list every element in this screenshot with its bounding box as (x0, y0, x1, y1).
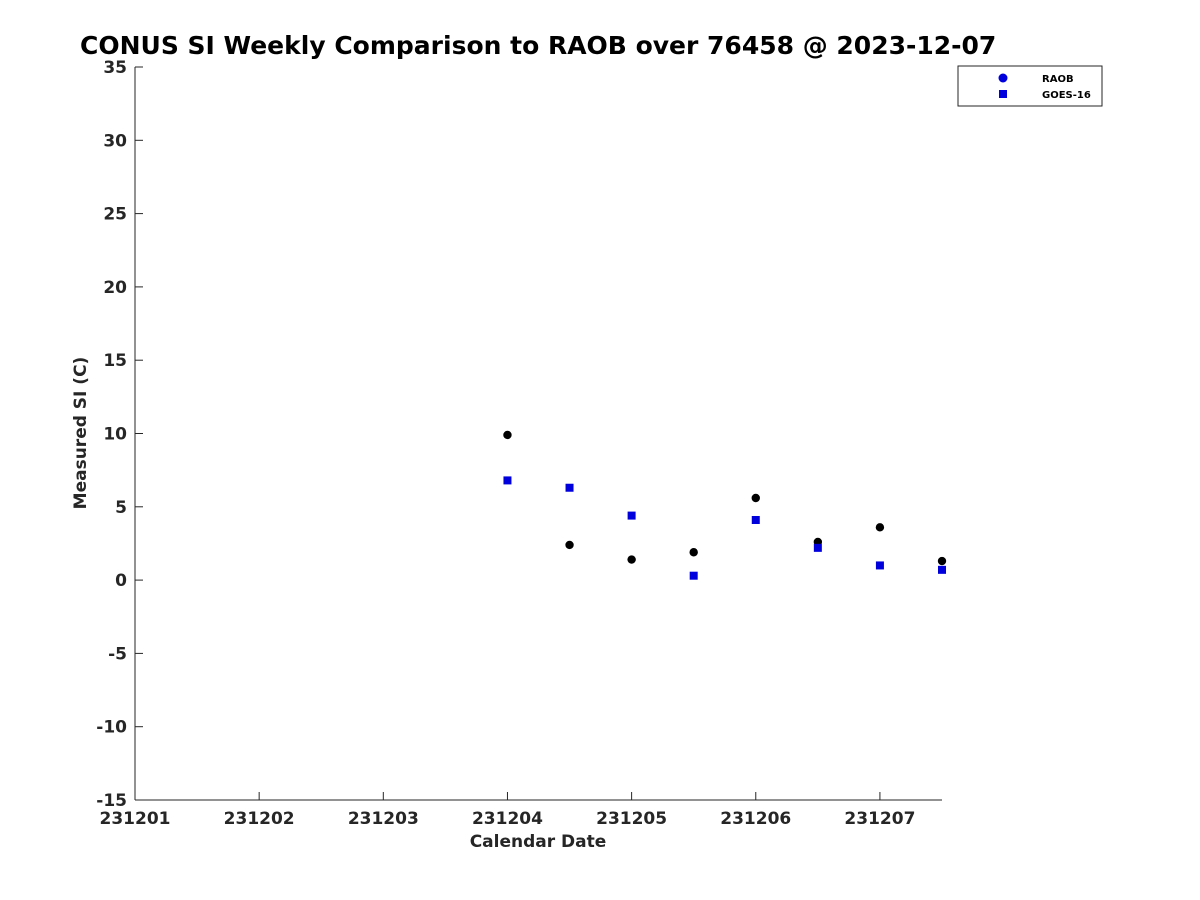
y-tick-label: 35 (103, 58, 127, 78)
y-tick-label: 25 (103, 205, 127, 225)
plot-area (134, 67, 942, 801)
x-tick-label: 231202 (224, 809, 295, 829)
goes-16-point (689, 571, 698, 580)
x-tick-label: 231203 (348, 809, 419, 829)
goes-16-point (565, 483, 574, 492)
raob-point (627, 555, 636, 564)
legend-label: RAOB (1042, 74, 1074, 85)
data-points (503, 430, 947, 580)
chart-title: CONUS SI Weekly Comparison to RAOB over … (80, 31, 996, 60)
x-tick-label: 231204 (472, 809, 543, 829)
y-tick-label: 15 (103, 351, 127, 371)
legend: RAOB GOES-16 (957, 65, 1103, 107)
legend-label: GOES-16 (1042, 90, 1091, 101)
y-tick-label: -15 (96, 791, 127, 811)
y-tick-label: 20 (103, 278, 127, 298)
y-tick-label: 30 (103, 131, 127, 151)
x-tick-label: 231207 (844, 809, 915, 829)
raob-point (937, 556, 947, 566)
goes-16-point (938, 565, 946, 574)
x-ticks: 231201 231202 231203 231204 231205 231206 2312… (100, 792, 915, 829)
y-tick-label: -5 (108, 644, 127, 664)
raob-point (503, 430, 512, 440)
raob-point (751, 493, 760, 503)
raob-point (875, 523, 885, 532)
raob-point (689, 548, 698, 557)
x-axis-label: Calendar Date (470, 832, 607, 852)
y-ticks: -15 -10 -5 0 5 10 15 20 25 30 35 (96, 58, 143, 811)
goes-16-point (751, 515, 760, 524)
x-tick-label: 231205 (596, 809, 667, 829)
raob-point (565, 540, 574, 550)
y-tick-label: -10 (96, 718, 127, 738)
y-tick-label: 5 (115, 498, 127, 518)
goes-16-point (875, 561, 884, 570)
goes-16-point (503, 476, 512, 485)
legend-marker (998, 73, 1008, 83)
goes-16-point (813, 543, 822, 552)
y-tick-label: 10 (103, 425, 127, 445)
y-axis-label: Measured SI (C) (71, 357, 91, 510)
y-tick-label: 0 (115, 571, 127, 591)
legend-box (957, 65, 1103, 107)
goes-16-point (627, 511, 636, 520)
x-tick-label: 231201 (100, 809, 171, 829)
legend-marker (999, 90, 1007, 98)
x-tick-label: 231206 (720, 809, 791, 829)
